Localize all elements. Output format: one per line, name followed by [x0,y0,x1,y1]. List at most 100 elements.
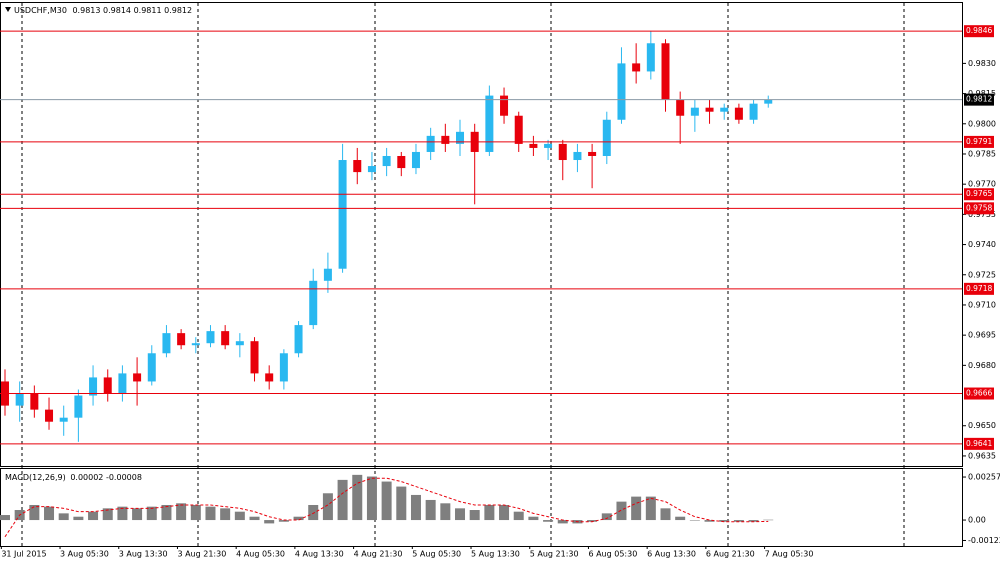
macd-bar [0,515,10,521]
y-tick-label: 0.9800 [968,119,996,128]
candle-body [632,63,641,72]
macd-bar [308,504,319,521]
menu-arrow[interactable] [5,7,11,12]
level-box [964,188,994,201]
price-panel [0,2,963,467]
candle-body [221,331,230,346]
x-tick-label: 4 Aug 05:30 [236,550,285,559]
macd-bar [528,516,539,521]
candle-body [118,373,127,394]
macd-bar [73,516,84,521]
high-value: 0.9814 [103,6,131,15]
y-tick-label: 0.9740 [968,240,996,249]
y-tick-label: 0.9830 [968,59,996,68]
y-tick-label: 0.00257 [968,473,1000,482]
candle-body [147,353,156,382]
y-tick-label: 0.9710 [968,300,996,309]
level-box [964,25,994,38]
macd-bar [205,506,216,521]
macd-bar [102,508,113,521]
macd-name: MACD(12,26,9) [5,473,66,482]
candle-body [177,333,186,346]
candle-body [338,160,347,269]
macd-bar [704,520,715,522]
level-label: 0.9791 [966,137,992,146]
symbol: USDCHF,M30 [14,6,67,15]
y-tick-label: 0.9770 [968,180,996,189]
candle-body [764,99,773,104]
y-tick-label: 0.00 [968,516,986,525]
x-tick-label: 5 Aug 13:30 [471,550,520,559]
y-tick-label: 0.9650 [968,421,996,430]
macd-bar [425,499,436,521]
x-tick-label: 4 Aug 21:30 [354,550,403,559]
macd-bar [410,494,421,521]
macd-bar [381,481,392,521]
candle-body [646,43,655,72]
level-box [964,387,994,400]
y-tick-label: 0.9635 [968,451,996,460]
y-tick-label: -0.00122 [968,536,1000,545]
macd-bar [469,510,480,521]
x-tick-label: 3 Aug 05:30 [60,550,109,559]
open-value: 0.9813 [72,6,100,15]
macd-bar [557,520,568,524]
macd-bar [234,511,245,521]
current-price-label: 0.9812 [966,95,992,104]
candle-body [500,95,509,116]
x-tick-label: 7 Aug 05:30 [765,550,814,559]
x-tick-label: 6 Aug 05:30 [588,550,637,559]
candle-body [456,131,465,144]
candle-body [235,341,244,346]
macd-panel [0,468,963,547]
candle-body [734,107,743,120]
level-label: 0.9758 [966,203,992,212]
macd-bar [645,496,656,521]
candle-body [59,417,68,422]
candle-body [676,99,685,116]
candle-body [544,143,553,148]
candle-body [265,373,274,382]
macd-bar [293,516,304,521]
candle-body [441,135,450,144]
macd-bar [689,520,700,521]
candle-body [382,155,391,167]
macd-bar [733,520,744,522]
candle-body [279,353,288,382]
level-box [964,437,994,450]
x-tick-label: 6 Aug 21:30 [706,550,755,559]
macd-bar [249,516,260,521]
macd-bar [631,496,642,521]
candle-body [705,107,714,112]
candle-body [397,155,406,169]
candle-body [353,160,362,173]
candle-body [309,280,318,326]
macd-value: 0.00002 [70,473,103,482]
x-tick-label: 3 Aug 13:30 [119,550,168,559]
macd-bar [543,520,554,522]
candle-body [588,151,597,156]
macd-bar [587,520,598,522]
macd-bar [322,493,333,521]
macd-bar [455,508,466,521]
candle-body [250,341,259,374]
macd-bar [352,474,363,521]
candle-body [294,325,303,354]
macd-bar [337,479,348,521]
candle-body [30,393,39,410]
y-tick-label: 0.9815 [968,89,996,98]
candle-body [573,151,582,161]
macd-bar [161,504,172,521]
macd-bar [44,506,55,521]
time-grid [21,3,905,546]
candle-body [89,377,98,396]
level-label: 0.9846 [966,26,992,35]
macd-bar [117,506,128,521]
macd-bar [513,511,524,521]
x-tick-label: 4 Aug 13:30 [295,550,344,559]
candle-body [514,115,523,144]
macd-bar [675,516,686,521]
level-box [964,282,994,295]
level-label: 0.9765 [966,189,992,198]
x-tick-label: 31 Jul 2015 [1,550,46,559]
